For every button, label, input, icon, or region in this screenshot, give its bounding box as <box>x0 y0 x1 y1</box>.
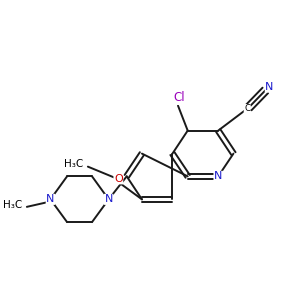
Text: N: N <box>46 194 55 204</box>
Text: H₃C: H₃C <box>3 200 22 211</box>
Text: N: N <box>214 171 222 181</box>
Text: O: O <box>114 174 123 184</box>
Text: N: N <box>104 194 113 204</box>
Text: N: N <box>265 82 274 92</box>
Text: H₃C: H₃C <box>64 159 84 170</box>
Text: C: C <box>244 104 250 113</box>
Text: Cl: Cl <box>174 92 185 104</box>
